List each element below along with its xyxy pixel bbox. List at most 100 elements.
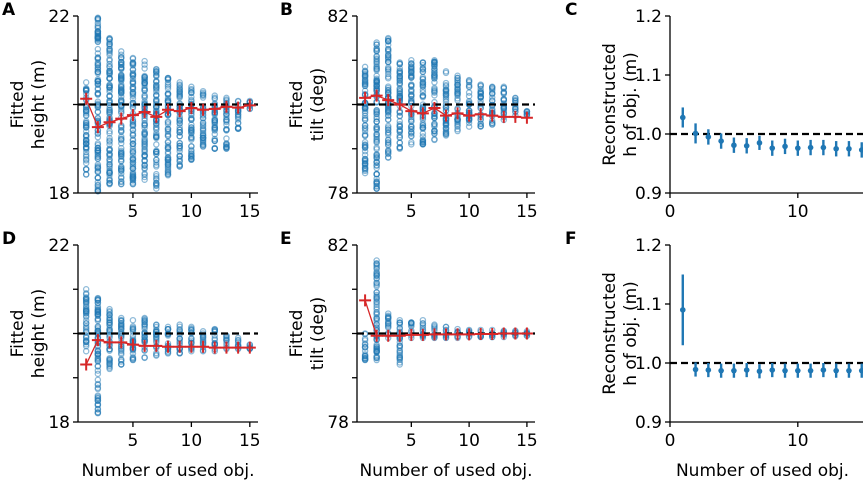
scatter-point	[117, 65, 125, 73]
scatter-point	[384, 142, 392, 149]
mean-marker	[243, 99, 256, 112]
scatter-point	[117, 157, 125, 165]
errorbar-point	[807, 367, 814, 374]
scatter-point	[94, 168, 102, 176]
scatter-point	[82, 140, 90, 148]
scatter-point	[117, 163, 125, 171]
scatter-point	[373, 47, 380, 55]
scatter-point	[465, 92, 473, 100]
scatter-point	[396, 76, 404, 84]
scatter-point	[477, 94, 484, 101]
x-tick-label: 15	[516, 431, 538, 451]
scatter-point	[117, 361, 125, 368]
scatter-point	[188, 124, 195, 131]
scatter-point	[199, 92, 207, 100]
scatter-point	[361, 131, 369, 138]
scatter-point	[361, 72, 369, 80]
mean-marker	[393, 329, 406, 342]
scatter-point	[419, 133, 427, 140]
scatter-point	[454, 92, 461, 99]
scatter-point	[211, 145, 219, 152]
scatter-point	[129, 163, 137, 170]
scatter-point	[384, 148, 392, 156]
scatter-point	[117, 51, 125, 58]
scatter-point	[106, 98, 113, 105]
scatter-point	[234, 116, 242, 123]
scatter-point	[129, 355, 137, 362]
mean-marker	[80, 92, 93, 105]
mean-marker	[451, 328, 464, 341]
errorbar-point	[820, 367, 827, 373]
scatter-point	[94, 406, 102, 413]
scatter-point	[82, 320, 90, 327]
scatter-point	[373, 178, 380, 186]
scatter-point	[82, 166, 90, 173]
scatter-point	[408, 82, 415, 90]
scatter-point	[211, 92, 219, 99]
y-tick-label: 18	[48, 184, 70, 204]
x-tick-label: 15	[516, 202, 538, 222]
scatter-point	[153, 96, 160, 103]
mean-marker	[474, 327, 487, 340]
scatter-point	[129, 159, 137, 166]
x-tick-label: 10	[787, 431, 809, 451]
scatter-point	[361, 144, 369, 152]
scatter-point	[94, 36, 102, 44]
scatter-point	[211, 94, 219, 102]
scatter-point	[153, 72, 160, 79]
scatter-point	[361, 107, 369, 115]
errorbar-point	[679, 307, 686, 313]
y-axis-label-line: h of obj. (m)	[621, 52, 641, 157]
x-tick-label: 5	[128, 431, 139, 451]
scatter-point	[129, 316, 137, 324]
scatter-point	[153, 159, 160, 166]
mean-marker	[393, 98, 406, 111]
mean-marker	[359, 294, 372, 307]
panel-e: E 78 82 5 10 15 Fittedtilt (deg) Number of used…	[280, 229, 538, 481]
scatter-point	[153, 133, 160, 141]
scatter-point	[384, 64, 392, 71]
y-axis-label: Fittedtilt (deg)	[287, 68, 328, 142]
errorbar-point	[756, 140, 763, 146]
scatter-point	[373, 118, 380, 125]
scatter-point	[188, 85, 195, 93]
scatter-point	[129, 95, 137, 102]
scatter-point	[94, 296, 102, 304]
scatter-point	[373, 262, 380, 270]
scatter-point	[454, 74, 461, 82]
y-tick-label: 18	[48, 413, 70, 433]
x-axis-label: Number of used obj.	[81, 461, 254, 481]
scatter-point	[82, 122, 90, 129]
scatter-point	[384, 86, 392, 94]
mean-marker	[197, 103, 210, 116]
scatter-point	[373, 288, 380, 296]
scatter-point	[373, 125, 380, 133]
scatter-point	[442, 85, 450, 93]
scatter-point	[141, 84, 148, 92]
scatter-point	[94, 15, 102, 23]
panel-letter: E	[280, 229, 292, 249]
scatter-point	[408, 57, 415, 64]
scatter-point	[117, 149, 125, 156]
y-tick-label: 22	[48, 7, 70, 27]
scatter-point	[188, 155, 195, 163]
scatter-point	[94, 68, 102, 76]
scatter-point	[106, 321, 113, 328]
scatter-point	[384, 108, 392, 116]
scatter-point	[396, 131, 404, 139]
x-tick-label: 15	[239, 431, 261, 451]
errorbar-point	[769, 145, 776, 151]
scatter-point	[141, 122, 148, 129]
scatter-point	[361, 352, 369, 360]
scatter-point	[82, 334, 90, 342]
mean-marker	[91, 334, 104, 347]
scatter-point	[373, 183, 380, 190]
scatter-point	[94, 153, 102, 160]
scatter-point	[176, 87, 183, 95]
scatter-point	[384, 129, 392, 136]
scatter-point	[384, 126, 392, 133]
scatter-point	[384, 56, 392, 63]
scatter-point	[419, 124, 427, 131]
scatter-point	[373, 55, 380, 62]
scatter-point	[384, 317, 392, 325]
